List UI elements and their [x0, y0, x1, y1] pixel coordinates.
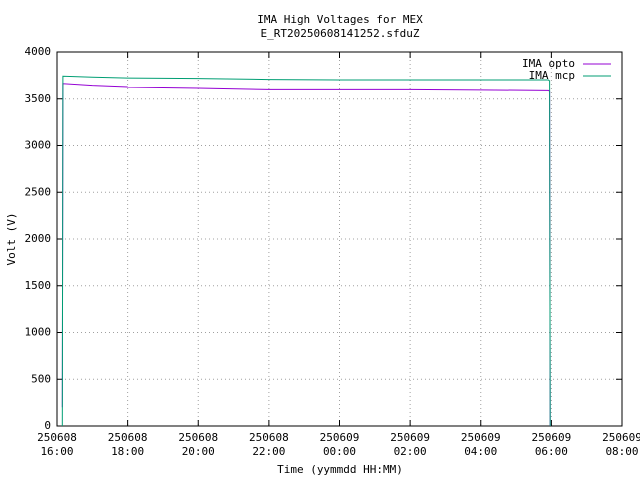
x-tick-label: 250609 06:00 — [532, 431, 572, 458]
x-tick-label: 250608 22:00 — [249, 431, 289, 458]
y-tick-label: 3000 — [25, 139, 52, 152]
x-axis-label: Time (yymmdd HH:MM) — [277, 463, 403, 476]
x-tick-label: 250609 08:00 — [602, 431, 640, 458]
chart-subtitle: E_RT20250608141252.sfduZ — [261, 27, 420, 40]
series-line — [61, 83, 551, 427]
y-tick-label: 1500 — [25, 279, 52, 292]
plot-frame — [56, 51, 623, 427]
x-tick-label: 250608 20:00 — [178, 431, 218, 458]
x-tick-label: 250609 02:00 — [390, 431, 430, 458]
y-tick-label: 2000 — [25, 232, 52, 245]
legend-label: IMA opto — [522, 57, 575, 70]
legend-label: IMA mcp — [529, 69, 575, 82]
y-axis-label: Volt (V) — [5, 213, 18, 266]
x-tick-label: 250609 00:00 — [320, 431, 360, 458]
x-tick-label: 250608 16:00 — [37, 431, 77, 458]
y-tick-label: 0 — [44, 419, 51, 432]
y-tick-label: 1000 — [25, 326, 52, 339]
y-tick-label: 2500 — [25, 185, 52, 198]
chart-title: IMA High Voltages for MEX — [257, 13, 423, 26]
y-tick-label: 4000 — [25, 45, 52, 58]
y-tick-label: 3500 — [25, 92, 52, 105]
x-tick-label: 250609 04:00 — [461, 431, 501, 458]
series-line — [61, 75, 551, 427]
y-tick-label: 500 — [31, 372, 51, 385]
x-tick-label: 250608 18:00 — [108, 431, 148, 458]
